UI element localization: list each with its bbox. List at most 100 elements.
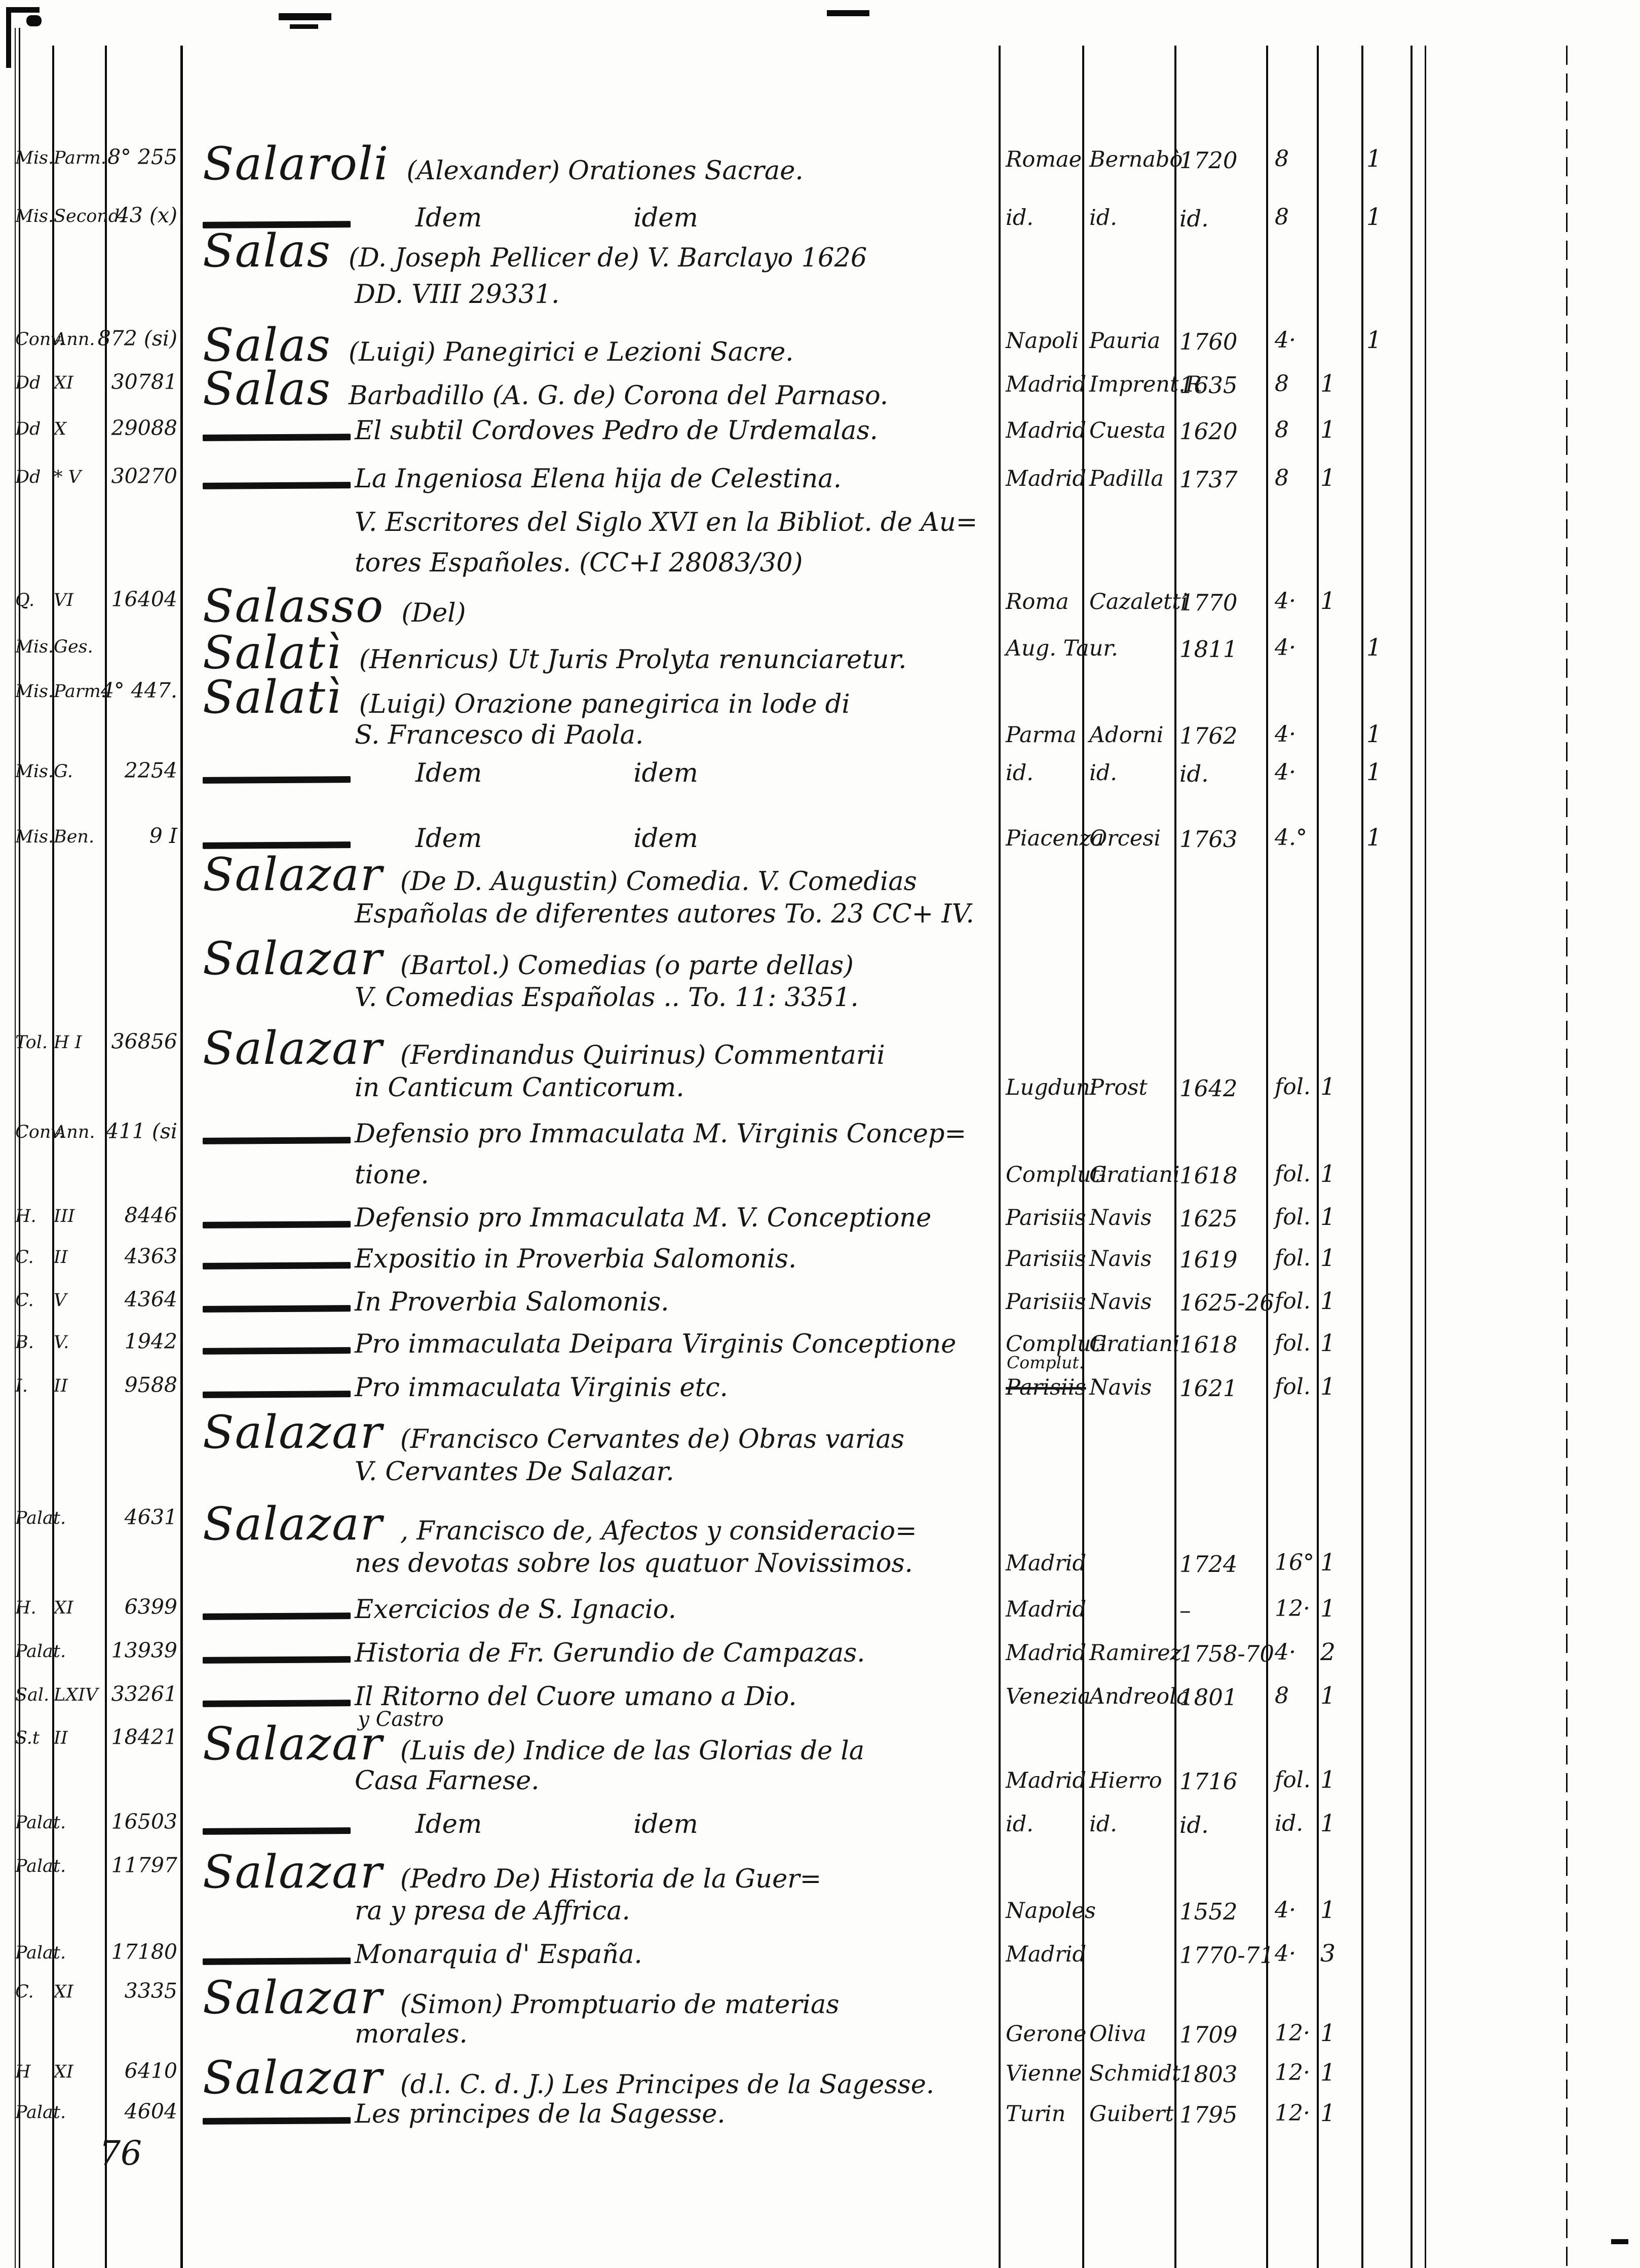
year-cell: id.	[1179, 760, 1209, 787]
ditto-dash	[202, 1827, 351, 1835]
entry-text: (Henricus) Ut Juris Prolyta renunciaretu…	[359, 645, 907, 675]
ditto-dash	[202, 776, 351, 784]
entry-main: Salazar (De D. Augustin) Comedia. V. Come…	[203, 852, 917, 898]
year-cell: 1709	[1179, 2021, 1238, 2048]
place-cell: Gerone	[1006, 2021, 1087, 2047]
printer-cell: Hierro	[1089, 1768, 1162, 1793]
shelfmark-number: 33261	[111, 1682, 177, 1706]
printer-cell: Orcesi	[1089, 826, 1161, 851]
entry-headword-wrap: Salazar	[203, 2055, 383, 2101]
shelfmark-collection: H.	[15, 1598, 36, 1618]
scan-artifact	[26, 15, 42, 26]
shelfmark-number: 9588	[124, 1373, 177, 1397]
shelfmark-number: 8446	[124, 1203, 177, 1227]
shelfmark-volume: Parm.	[54, 681, 106, 702]
ditto-dash	[202, 1700, 351, 1707]
shelfmark-number: 18421	[111, 1725, 177, 1749]
entry-headword-wrap: Salazar	[203, 936, 383, 982]
entry-text: Historia de Fr. Gerundio de Campazas.	[355, 1638, 865, 1668]
entry-main: Pro immaculata Virginis etc.	[355, 1373, 728, 1403]
entry-text: Expositio in Proverbia Salomonis.	[355, 1244, 797, 1274]
entry-insertion: y Castro	[358, 1708, 444, 1731]
year-cell: 1760	[1179, 328, 1238, 355]
column-rule	[999, 46, 1001, 2268]
entry-text: (Luigi) Panegirici e Lezioni Sacre.	[348, 337, 794, 367]
year-cell: 1795	[1179, 2101, 1238, 2128]
shelfmark-number: 43 (x)	[116, 203, 177, 227]
scan-artifact	[6, 7, 11, 68]
shelfmark-collection: Dd	[15, 467, 41, 487]
format-cell: 8	[1275, 1683, 1289, 1709]
shelfmark-collection: Dd	[15, 373, 41, 393]
copies-cell-1: 1	[1320, 416, 1336, 444]
entry-text: La Ingeniosa Elena hija de Celestina.	[355, 464, 842, 494]
entry-main: V. Cervantes De Salazar.	[355, 1457, 674, 1487]
place-cell: Roma	[1006, 589, 1069, 614]
entry-main: Salas (D. Joseph Pellicer de) V. Barclayo…	[203, 228, 867, 274]
shelfmark-number: 4° 447.	[101, 678, 177, 703]
printer-cell: Padilla	[1089, 466, 1164, 491]
entry-text-secondary: idem	[633, 824, 698, 854]
year-cell: 1763	[1179, 826, 1238, 853]
copies-cell-2: 1	[1366, 758, 1382, 786]
ditto-dash	[202, 1221, 351, 1228]
entry-headword-wrap: Salaroli	[203, 141, 390, 187]
ditto-dash	[202, 1347, 351, 1355]
shelfmark-number: 30781	[111, 370, 177, 394]
entry-main: Defensio pro Immaculata M. V. Conception…	[355, 1203, 931, 1233]
shelfmark-volume: XI	[54, 373, 73, 393]
entry-main: Salas (Luigi) Panegirici e Lezioni Sacre.	[203, 323, 794, 368]
shelfmark-volume: G.	[54, 761, 73, 782]
printer-cell: Gratiani	[1089, 1331, 1180, 1357]
format-cell: fol.	[1275, 1204, 1311, 1230]
shelfmark-collection: Palat.	[15, 1943, 66, 1963]
copies-cell-1: 1	[1320, 2099, 1336, 2127]
copies-cell-1: 1	[1320, 587, 1336, 615]
entry-main: Salazar , Francisco de, Afectos y conside…	[203, 1502, 917, 1547]
copies-cell-1: 1	[1320, 1329, 1336, 1357]
shelfmark-collection: Mis.	[15, 681, 54, 702]
copies-cell-2: 1	[1366, 634, 1382, 662]
place-cell: Vienne	[1006, 2061, 1082, 2086]
shelfmark-number: 872 (si)	[97, 326, 177, 351]
shelfmark-collection: Palat.	[15, 1856, 66, 1876]
year-cell: 1620	[1179, 418, 1238, 445]
entry-text: V. Escritores del Siglo XVI en la Biblio…	[355, 508, 978, 537]
entry-text: Españolas de diferentes autores To. 23 C…	[355, 899, 974, 929]
entry-headword: Salazar	[203, 1406, 383, 1459]
entry-text: S. Francesco di Paola.	[355, 720, 644, 750]
entry-main: Salazar (Pedro De) Historia de la Guer=	[203, 1850, 821, 1895]
place-cell: id.	[1006, 760, 1034, 786]
place-cell: Turin	[1006, 2101, 1066, 2127]
entry-text: El subtil Cordoves Pedro de Urdemalas.	[355, 416, 878, 446]
entry-text: tione.	[355, 1160, 429, 1190]
entry-main: Exercicios de S. Ignacio.	[355, 1595, 676, 1625]
copies-cell-1: 1	[1320, 1073, 1336, 1101]
page-edge-rule	[1566, 46, 1568, 2268]
year-cell: 1625-26	[1179, 1289, 1274, 1316]
entry-main: Salatì (Luigi) Orazione panegirica in lod…	[203, 675, 850, 720]
printer-cell: Adorni	[1089, 722, 1164, 748]
entry-main: Defensio pro Immaculata M. Virginis Conc…	[355, 1119, 966, 1149]
shelfmark-volume: V.	[54, 1332, 69, 1353]
shelfmark-volume: H I	[54, 1032, 82, 1053]
shelfmark-collection: Mis.	[15, 827, 54, 847]
entry-main: S. Francesco di Paola.	[355, 720, 643, 750]
format-cell: 12·	[1275, 1596, 1310, 1622]
entry-text: (Ferdinandus Quirinus) Commentarii	[400, 1041, 885, 1070]
printer-cell: Navis	[1089, 1289, 1152, 1315]
entry-main: Il Ritorno del Cuore umano a Dio.	[355, 1682, 797, 1712]
copies-cell-2: 1	[1366, 720, 1382, 748]
shelfmark-number: 16503	[111, 1810, 177, 1834]
entry-main: Idem idem	[415, 824, 698, 854]
shelfmark-collection: H.	[15, 1206, 36, 1226]
table-edge-rule	[1410, 46, 1413, 2268]
scan-artifact	[6, 7, 40, 13]
entry-headword-wrap: Salazar	[203, 852, 383, 898]
ditto-dash	[202, 1137, 351, 1144]
entry-headword-wrap: Salasso	[203, 584, 384, 629]
place-cell: Madrid	[1006, 418, 1087, 443]
copies-cell-1: 1	[1320, 464, 1336, 492]
year-cell: 1770	[1179, 589, 1238, 616]
year-cell: 1621	[1179, 1375, 1238, 1402]
